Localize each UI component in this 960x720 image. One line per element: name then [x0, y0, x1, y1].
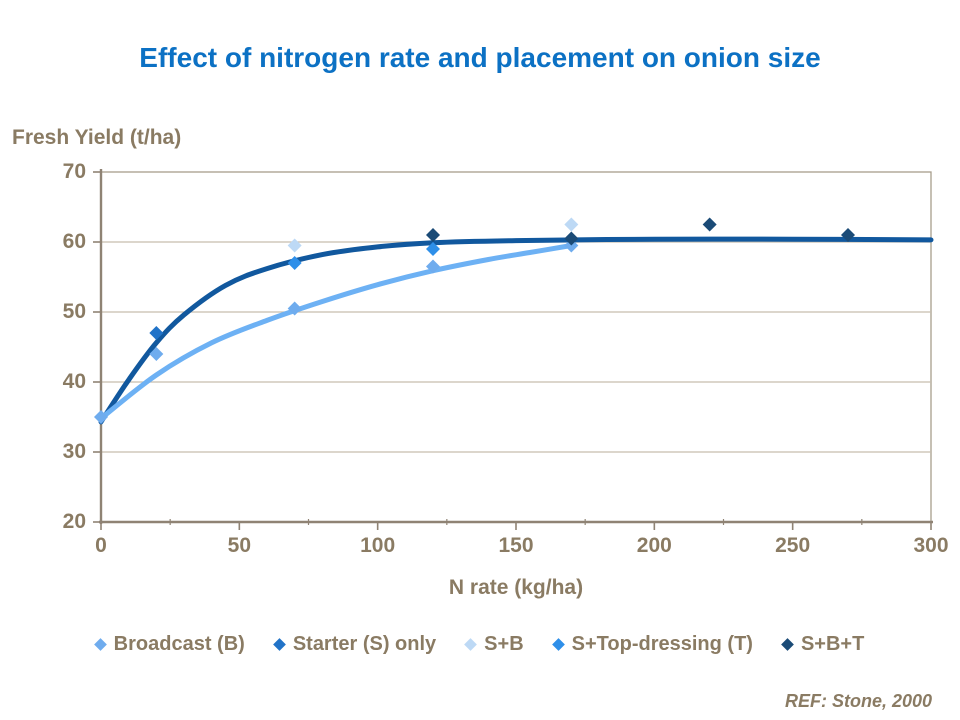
legend-item-s-b: S+B	[464, 633, 524, 656]
data-point-s-top-dressing-t	[287, 256, 302, 270]
y-axis-title: Fresh Yield (t/ha)	[12, 126, 182, 149]
y-tick-label-20: 20	[62, 510, 86, 533]
y-tick-label-60: 60	[62, 230, 86, 253]
data-point-s-b-t	[841, 228, 855, 242]
x-tick-label-0: 0	[95, 534, 107, 557]
legend-label-s-b: S+B	[484, 633, 524, 655]
y-tick-label-40: 40	[62, 370, 86, 393]
legend-item-broadcast-b: Broadcast (B)	[93, 633, 245, 656]
chart-legend: Broadcast (B) Starter (S) only S+B S+Top-dr…	[0, 633, 960, 656]
legend-label-broadcast-b: Broadcast (B)	[113, 633, 245, 655]
data-point-s-top-dressing-t	[426, 242, 440, 256]
y-tick-label-70: 70	[62, 160, 86, 183]
legend-item-s-b-t: S+B+T	[781, 633, 865, 656]
y-tick-label-30: 30	[62, 440, 86, 463]
x-tick-label-100: 100	[360, 534, 396, 557]
data-point-s-b	[564, 217, 579, 232]
data-point-broadcast-b	[287, 301, 302, 316]
legend-item-starter-s-only: Starter (S) only	[272, 633, 437, 656]
x-tick-label-150: 150	[498, 534, 534, 557]
legend-label-s-b-t: S+B+T	[800, 633, 865, 655]
legend-label-s-top-dressing-t: S+Top-dressing (T)	[571, 633, 753, 655]
x-tick-label-300: 300	[913, 534, 949, 557]
data-point-s-b-t	[426, 228, 440, 242]
trend-line-broadcast-trend	[98, 243, 574, 421]
data-point-broadcast-b	[94, 410, 108, 424]
legend-diamond-icon-s-b-t	[781, 638, 794, 651]
reference-text: REF: Stone, 2000	[784, 691, 932, 711]
legend-label-starter-s-only: Starter (S) only	[292, 633, 437, 655]
legend-diamond-icon-s-b	[464, 638, 478, 651]
legend-diamond-icon-s-top-dressing-t	[551, 638, 565, 651]
data-point-s-b-t	[564, 231, 579, 246]
data-point-broadcast-b	[149, 347, 164, 361]
data-point-starter-s-only	[149, 326, 164, 340]
legend-diamond-icon-starter-s-only	[272, 638, 286, 651]
trend-line-banded-placement-trend	[98, 236, 934, 425]
data-point-s-b-t	[702, 217, 717, 232]
x-tick-label-50: 50	[227, 534, 251, 557]
chart-title: Effect of nitrogen rate and placement on…	[139, 42, 821, 73]
y-tick-label-50: 50	[62, 300, 86, 323]
data-point-broadcast-b	[426, 259, 440, 274]
x-tick-label-250: 250	[775, 534, 811, 557]
x-tick-label-200: 200	[636, 534, 672, 557]
plot-border	[100, 171, 932, 523]
legend-item-s-top-dressing-t: S+Top-dressing (T)	[551, 633, 753, 656]
data-point-s-b	[287, 238, 302, 253]
legend-diamond-icon-broadcast-b	[93, 638, 107, 651]
x-axis-title: N rate (kg/ha)	[448, 576, 584, 599]
